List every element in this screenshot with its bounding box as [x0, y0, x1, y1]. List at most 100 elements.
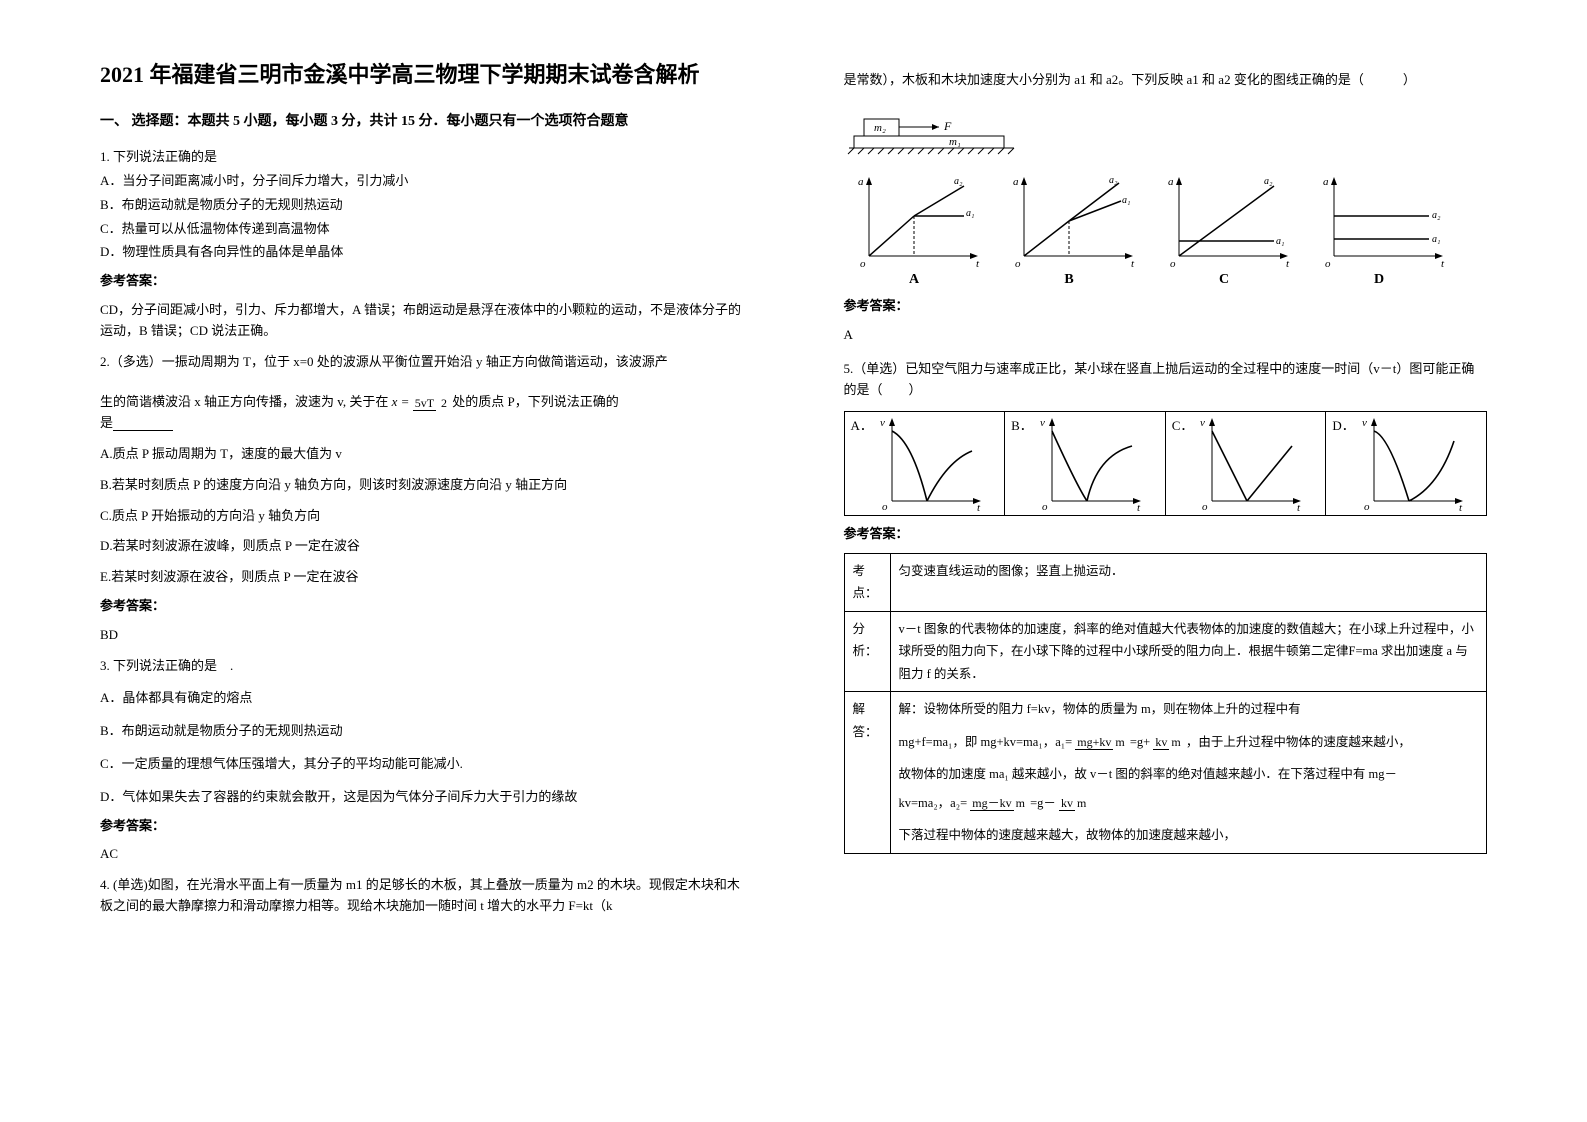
- svg-text:o: o: [1042, 501, 1048, 511]
- svg-text:a: a: [1168, 176, 1174, 188]
- q5-opt-C: C． v t o: [1166, 412, 1327, 515]
- jieda-line-d: kv=ma₂，a₂= mg－kvm =g－ kvm: [899, 792, 1479, 815]
- q2-frac-num: 5vT: [413, 396, 436, 411]
- q1-opt-c: C．热量可以从低温物体传递到高温物体: [100, 219, 744, 240]
- frac-4: kvm: [1059, 797, 1088, 810]
- svg-text:F: F: [943, 119, 952, 133]
- q4-graphs: a t o a₂ a₁ A a t o: [844, 166, 1488, 286]
- q5-graph-B: v t o: [1037, 416, 1147, 511]
- svg-text:t: t: [976, 258, 980, 270]
- svg-text:a₂: a₂: [954, 176, 963, 187]
- svg-text:t: t: [1297, 502, 1301, 511]
- section-1-head: 一、 选择题：本题共 5 小题，每小题 3 分，共计 15 分．每小题只有一个选…: [100, 111, 744, 133]
- svg-text:v: v: [1362, 417, 1367, 429]
- cell-fenxi-label: 分析：: [844, 611, 890, 692]
- q5-options-row: A． vto B． vto C． vt: [844, 411, 1488, 516]
- q5-opt-C-label: C．: [1172, 416, 1194, 437]
- q4-ans: A: [844, 325, 1488, 346]
- q2-stem-c: 是: [100, 413, 744, 434]
- svg-text:D: D: [1373, 272, 1383, 286]
- svg-text:a₁: a₁: [1122, 195, 1130, 206]
- svg-text:A: A: [908, 272, 919, 286]
- svg-text:a₁: a₁: [1432, 234, 1440, 245]
- svg-text:o: o: [860, 258, 866, 270]
- table-row: 分析： v－t 图象的代表物体的加速度，斜率的绝对值越大代表物体的加速度的数值越…: [844, 611, 1487, 692]
- q2-opt-d: D.若某时刻波源在波峰，则质点 P 一定在波谷: [100, 536, 744, 557]
- svg-text:a₂: a₂: [1109, 175, 1118, 186]
- q2-fraction: 5vT 2: [413, 397, 449, 410]
- svg-text:t: t: [1137, 502, 1141, 511]
- q5-opt-B: B． v t o: [1005, 412, 1166, 515]
- q2-stem-b: 生的简谐横波沿 x 轴正方向传播，波速为 v, 关于在 x = 5vT 2 处的…: [100, 392, 744, 413]
- q1-ans: CD，分子间距减小时，引力、斥力都增大，A 错误；布朗运动是悬浮在液体中的小颗粒…: [100, 300, 744, 342]
- jieda-line-e: 下落过程中物体的速度越来越大，故物体的加速度越来越小，: [899, 824, 1479, 847]
- svg-text:o: o: [1364, 501, 1370, 511]
- q5-opt-A: A． vto: [845, 412, 1006, 515]
- q3-stem: 3. 下列说法正确的是 .: [100, 656, 744, 677]
- svg-text:v: v: [1200, 417, 1205, 429]
- q3-opt-c: C．一定质量的理想气体压强增大，其分子的平均动能可能减小.: [100, 754, 744, 775]
- q5-opt-B-label: B．: [1011, 416, 1033, 437]
- svg-text:a: a: [1323, 176, 1329, 188]
- q2-stem-a: 2.（多选）一振动周期为 T，位于 x=0 处的波源从平衡位置开始沿 y 轴正方…: [100, 352, 744, 373]
- q3-opt-d: D．气体如果失去了容器的约束就会散开，这是因为气体分子间斥力大于引力的缘故: [100, 787, 744, 808]
- svg-text:C: C: [1218, 272, 1228, 286]
- q2-opt-e: E.若某时刻波源在波谷，则质点 P 一定在波谷: [100, 567, 744, 588]
- svg-text:a₁: a₁: [966, 208, 974, 219]
- q5-graph-D: v t o: [1359, 416, 1469, 511]
- svg-text:t: t: [1286, 258, 1290, 270]
- q2-opt-a: A.质点 P 振动周期为 T，速度的最大值为 v: [100, 444, 744, 465]
- blank-line: [113, 417, 173, 431]
- svg-text:a₁: a₁: [1276, 236, 1284, 247]
- q2-stem-b1: 生的简谐横波沿 x 轴正方向传播，波速为 v, 关于在: [100, 394, 388, 409]
- q3-opt-a: A．晶体都具有确定的熔点: [100, 688, 744, 709]
- q4-stem-right: 是常数），木板和木块加速度大小分别为 a1 和 a2。下列反映 a1 和 a2 …: [844, 70, 1488, 91]
- frac-3: mg－kvm: [970, 797, 1027, 810]
- svg-text:o: o: [1015, 258, 1021, 270]
- svg-text:a₂: a₂: [1264, 176, 1273, 187]
- svg-text:o: o: [882, 501, 888, 511]
- q3: 3. 下列说法正确的是 . A．晶体都具有确定的熔点 B．布朗运动就是物质分子的…: [100, 656, 744, 866]
- svg-text:o: o: [1202, 501, 1208, 511]
- q2: 2.（多选）一振动周期为 T，位于 x=0 处的波源从平衡位置开始沿 y 轴正方…: [100, 352, 744, 646]
- svg-text:t: t: [1441, 258, 1445, 270]
- svg-text:t: t: [1459, 502, 1463, 511]
- frac-2: kvm: [1153, 736, 1182, 749]
- q1-ans-label: 参考答案：: [100, 271, 744, 292]
- svg-text:o: o: [1170, 258, 1176, 270]
- svg-text:v: v: [880, 417, 885, 429]
- q1-opt-a: A．当分子间距离减小时，分子间斥力增大，引力减小: [100, 171, 744, 192]
- q5-opt-A-label: A．: [851, 416, 873, 437]
- q2-ans: BD: [100, 625, 744, 646]
- q4-ans-label: 参考答案：: [844, 296, 1488, 317]
- q5-ans-label: 参考答案：: [844, 524, 1488, 545]
- cell-kaodian-label: 考点：: [844, 553, 890, 611]
- block-on-board-svg: m₁ m₂ F: [844, 101, 1024, 156]
- q5-graph-A: vto: [877, 416, 987, 511]
- svg-text:t: t: [1131, 258, 1135, 270]
- table-row: 考点： 匀变速直线运动的图像；竖直上抛运动．: [844, 553, 1487, 611]
- jieda-line-b: mg+f=ma₁，即 mg+kv=ma₁，a₁= mg+kvm =g+ kvm …: [899, 731, 1479, 754]
- q5-explain-table: 考点： 匀变速直线运动的图像；竖直上抛运动． 分析： v－t 图象的代表物体的加…: [844, 553, 1488, 854]
- svg-text:a: a: [1013, 176, 1019, 188]
- right-column: 是常数），木板和木块加速度大小分别为 a1 和 a2。下列反映 a1 和 a2 …: [794, 0, 1587, 1122]
- q1-stem: 1. 下列说法正确的是: [100, 147, 744, 168]
- q5-graph-C: v t o: [1197, 416, 1307, 511]
- svg-text:a₂: a₂: [1432, 210, 1441, 221]
- q2-ans-label: 参考答案：: [100, 596, 744, 617]
- svg-text:a: a: [858, 176, 864, 188]
- jieda-line-a: 解：设物体所受的阻力 f=kv，物体的质量为 m，则在物体上升的过程中有: [899, 698, 1479, 721]
- page-title: 2021 年福建省三明市金溪中学高三物理下学期期末试卷含解析: [100, 60, 744, 91]
- svg-text:m₁: m₁: [949, 136, 961, 148]
- q2-opt-c: C.质点 P 开始振动的方向沿 y 轴负方向: [100, 506, 744, 527]
- table-row: 解答： 解：设物体所受的阻力 f=kv，物体的质量为 m，则在物体上升的过程中有…: [844, 692, 1487, 854]
- frac-1: mg+kvm: [1075, 736, 1126, 749]
- cell-jieda-label: 解答：: [844, 692, 890, 854]
- q1: 1. 下列说法正确的是 A．当分子间距离减小时，分子间斥力增大，引力减小 B．布…: [100, 147, 744, 341]
- q1-opt-b: B．布朗运动就是物质分子的无规则热运动: [100, 195, 744, 216]
- q5-stem: 5.（单选）已知空气阻力与速率成正比，某小球在竖直上抛后运动的全过程中的速度一时…: [844, 359, 1488, 401]
- cell-kaodian: 匀变速直线运动的图像；竖直上抛运动．: [890, 553, 1487, 611]
- svg-text:v: v: [1040, 417, 1045, 429]
- q5-opt-D: D． vto: [1326, 412, 1486, 515]
- q2-frac-den: 2: [439, 396, 449, 410]
